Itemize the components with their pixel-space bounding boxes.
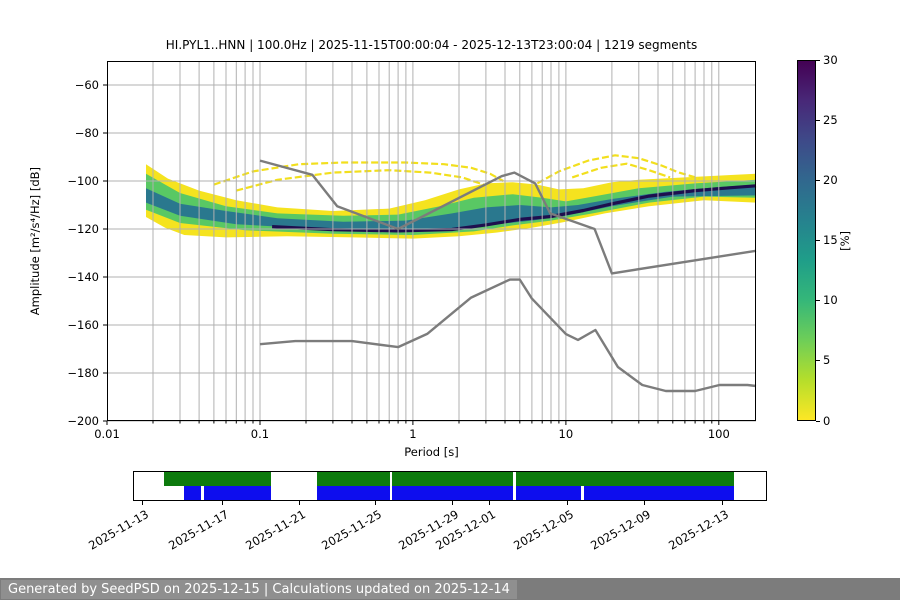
x-tick-label: 0.01 xyxy=(94,427,120,441)
colorbar-tick-mark xyxy=(816,360,820,362)
plot-title: HI.PYL1..HNN | 100.0Hz | 2025-11-15T00:0… xyxy=(165,38,698,52)
colorbar-gradient xyxy=(798,61,815,420)
colorbar-tick-label: 25 xyxy=(823,112,838,127)
footer-bar: Generated by SeedPSD on 2025-12-15 | Cal… xyxy=(0,578,900,600)
availability-tick-mark xyxy=(721,501,723,505)
date-tick-label: 2025-11-21 xyxy=(243,507,309,553)
availability-segment-psd-coverage xyxy=(317,486,390,500)
availability-segment-data-coverage xyxy=(317,472,390,486)
x-tick-label: 1 xyxy=(409,427,417,441)
x-tick-label: 0.1 xyxy=(250,427,270,441)
availability-tick-mark xyxy=(489,501,491,505)
availability-tick-mark xyxy=(375,501,377,505)
availability-tick-mark xyxy=(299,501,301,505)
date-tick-label: 2025-11-25 xyxy=(319,507,385,553)
footer-text: Generated by SeedPSD on 2025-12-15 | Cal… xyxy=(1,579,517,599)
date-tick-label: 2025-11-17 xyxy=(165,507,231,553)
colorbar-label-wrap: [%] xyxy=(838,60,852,421)
availability-segment-psd-coverage xyxy=(392,486,513,500)
ppsd-band-teal-inner xyxy=(146,184,756,232)
y-tick-label: −140 xyxy=(67,269,99,284)
y-tick-label: −80 xyxy=(74,125,99,140)
availability-tick-mark xyxy=(644,501,645,505)
availability-tick-mark xyxy=(141,501,143,505)
colorbar-tick-label: 10 xyxy=(823,293,838,308)
colorbar xyxy=(797,60,816,421)
y-tick-label: −200 xyxy=(67,413,99,428)
nhnm-curve xyxy=(259,159,757,275)
colorbar-tick-label: 30 xyxy=(823,52,838,67)
date-tick-label: 2025-12-13 xyxy=(666,507,731,553)
colorbar-tick-mark xyxy=(816,420,820,422)
nlnm-curve xyxy=(259,278,757,393)
x-tick-label: 100 xyxy=(707,427,730,441)
x-axis-label: Period [s] xyxy=(404,445,459,459)
colorbar-tick-label: 5 xyxy=(823,353,831,368)
y-tick-label: −100 xyxy=(67,173,99,188)
date-tick-label: 2025-12-05 xyxy=(511,507,577,553)
availability-segment-psd-coverage xyxy=(516,486,582,500)
colorbar-tick-mark xyxy=(816,240,820,241)
y-axis-label-wrap: Amplitude [m²/s⁴/Hz] [dB] xyxy=(28,61,42,421)
y-tick-label: −160 xyxy=(67,317,99,332)
plot-border xyxy=(107,61,756,421)
availability-segment-psd-coverage xyxy=(583,486,735,500)
availability-segment-data-coverage xyxy=(392,472,513,486)
availability-tick-mark xyxy=(451,501,453,505)
colorbar-tick-label: 15 xyxy=(823,233,838,247)
colorbar-tick-label: 0 xyxy=(823,413,831,428)
availability-segment-data-coverage xyxy=(164,472,272,486)
y-tick-label: −120 xyxy=(67,221,99,236)
availability-bar xyxy=(133,471,767,501)
availability-segment-psd-coverage xyxy=(203,486,272,500)
colorbar-tick-mark xyxy=(816,179,820,181)
colorbar-tick-mark xyxy=(816,59,820,61)
date-tick-label: 2025-12-09 xyxy=(588,507,653,553)
x-tick-label: 10 xyxy=(558,427,574,441)
y-tick-label: −180 xyxy=(67,365,99,380)
y-tick-label: −60 xyxy=(74,77,99,92)
transient-outline-2 xyxy=(536,154,701,185)
availability-segment-psd-coverage xyxy=(183,486,201,500)
ppsd-plot-area xyxy=(103,61,757,425)
colorbar-label: [%] xyxy=(838,230,852,251)
transient-outline-3 xyxy=(571,162,671,179)
transient-outline-1 xyxy=(236,169,484,192)
colorbar-tick-mark xyxy=(816,119,820,121)
date-tick-label: 2025-11-13 xyxy=(85,507,151,553)
colorbar-tick-label: 20 xyxy=(823,172,838,187)
availability-tick-mark xyxy=(221,501,223,505)
y-axis-label: Amplitude [m²/s⁴/Hz] [dB] xyxy=(28,166,42,316)
availability-segment-data-coverage xyxy=(516,472,735,486)
colorbar-tick-mark xyxy=(816,300,820,302)
availability-tick-mark xyxy=(567,501,569,505)
